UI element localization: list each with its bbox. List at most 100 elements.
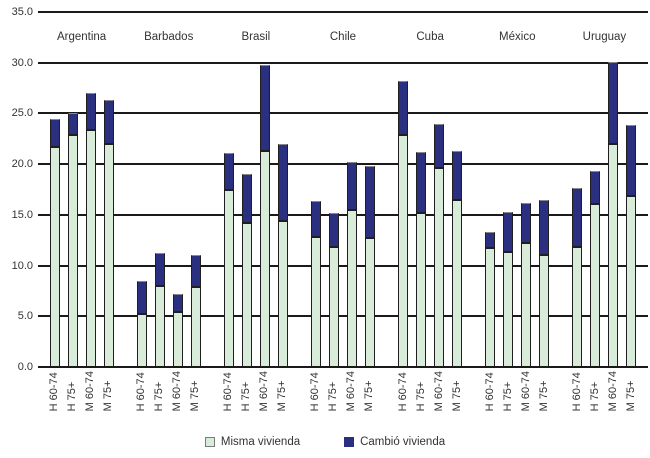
bar-segment-misma-vivienda [67,134,78,367]
bar-segment-misma-vivienda [364,238,375,367]
x-tick-cell: M 60-74 [256,371,274,411]
x-axis-tick-label: M 60-74 [519,371,532,412]
bars-row [38,12,648,367]
stacked-bar [539,199,550,367]
bar-segment-cambio-vivienda [277,143,288,221]
x-label-group: H 60-74 H 75+ M 60-74 M 75+ [38,371,125,411]
bar-segment-misma-vivienda [434,168,445,367]
y-axis-tick-label: 15.0 [11,208,33,221]
x-axis-tick-label: H 60-74 [570,372,583,412]
x-tick-cell: M 75+ [361,371,379,411]
bar-segment-misma-vivienda [223,189,234,367]
gridline [38,315,648,318]
bar-segment-cambio-vivienda [485,232,496,249]
bar-segment-cambio-vivienda [346,162,357,210]
stacked-bar [172,293,183,367]
x-axis-tick-label: H 60-74 [483,372,496,412]
bar-segment-misma-vivienda [608,143,619,367]
bar-segment-misma-vivienda [539,255,550,367]
bar-cell [604,61,622,367]
stacked-bar [364,166,375,367]
x-tick-cell: M 75+ [535,371,553,411]
bar-segment-misma-vivienda [277,220,288,367]
legend-item-misma-vivienda: Misma vivienda [204,436,300,448]
stacked-bar [223,153,234,367]
x-axis-tick-label: M 60-74 [432,371,445,412]
stacked-bar [190,255,201,367]
x-tick-cell: H 75+ [64,371,82,412]
x-tick-cell: M 60-74 [517,371,535,411]
bar-segment-cambio-vivienda [154,253,165,286]
x-tick-cell: M 60-74 [343,371,361,411]
bar-cell [325,212,343,367]
bar-segment-misma-vivienda [521,243,532,367]
x-axis-tick-label: M 60-74 [606,371,619,412]
legend-swatch-cambio-vivienda [344,437,355,447]
bar-cell [133,280,151,367]
bar-cell [307,200,325,367]
stacked-bar [154,253,165,367]
bar-segment-cambio-vivienda [85,93,96,130]
country-label: Chile [329,31,357,43]
country-label: México [499,31,536,43]
gridline [38,264,648,267]
bar-cell [256,64,274,367]
bar-group [38,12,125,367]
bar-group [474,12,561,367]
bar-segment-cambio-vivienda [310,200,321,238]
stacked-bar [346,162,357,367]
x-axis-tick-label: M 75+ [624,380,637,412]
bar-segment-cambio-vivienda [223,153,234,190]
bar-segment-cambio-vivienda [259,64,270,151]
bar-segment-cambio-vivienda [626,124,637,196]
bar-group [387,12,474,367]
bar-cell [568,187,586,367]
bar-segment-cambio-vivienda [328,212,339,248]
x-tick-cell: H 75+ [325,371,343,412]
y-axis-tick-label: 30.0 [11,56,33,69]
bar-segment-misma-vivienda [85,129,96,367]
x-axis-tick-label: H 60-74 [309,372,322,412]
stacked-bar [241,174,252,367]
x-axis-tick-label: H 75+ [588,381,601,412]
x-axis-tick-label: M 60-74 [84,371,97,412]
bar-segment-cambio-vivienda [190,255,201,287]
bar-cell [412,152,430,367]
bar-group [561,12,648,367]
bar-segment-misma-vivienda [310,237,321,367]
bar-cell [100,100,118,367]
x-axis-tick-label: H 75+ [501,381,514,412]
bar-segment-cambio-vivienda [572,187,583,248]
x-tick-cell: H 75+ [238,371,256,412]
x-axis-tick-label: M 60-74 [171,371,184,412]
bar-segment-misma-vivienda [154,285,165,367]
bar-segment-cambio-vivienda [49,118,60,147]
y-axis-tick-label: 25.0 [11,107,33,120]
x-axis-tick-label: H 75+ [240,381,253,412]
bar-segment-cambio-vivienda [434,123,445,169]
stacked-bar [485,232,496,367]
bar-segment-misma-vivienda [503,252,514,367]
y-axis-tick-label: 0.0 [17,361,33,373]
stacked-bar [416,152,427,367]
x-tick-cell: H 60-74 [220,371,238,411]
stacked-bar [608,61,619,367]
stacked-bar [277,143,288,367]
stacked-bar [310,200,321,367]
gridline [38,11,648,13]
x-tick-cell: M 75+ [187,371,205,411]
legend-item-cambio-vivienda: Cambió vivienda [344,436,445,448]
x-tick-cell: M 75+ [100,371,118,411]
bar-cell [343,162,361,367]
stacked-bar [434,123,445,367]
y-axis-tick-label: 20.0 [11,158,33,171]
bar-segment-cambio-vivienda [172,293,183,313]
bar-segment-cambio-vivienda [364,166,375,239]
bar-cell [361,166,379,367]
y-axis-tick-label: 10.0 [11,259,33,272]
x-axis-tick-label: H 60-74 [396,372,409,412]
bar-group [299,12,386,367]
bar-segment-misma-vivienda [346,209,357,367]
bar-cell [430,123,448,367]
